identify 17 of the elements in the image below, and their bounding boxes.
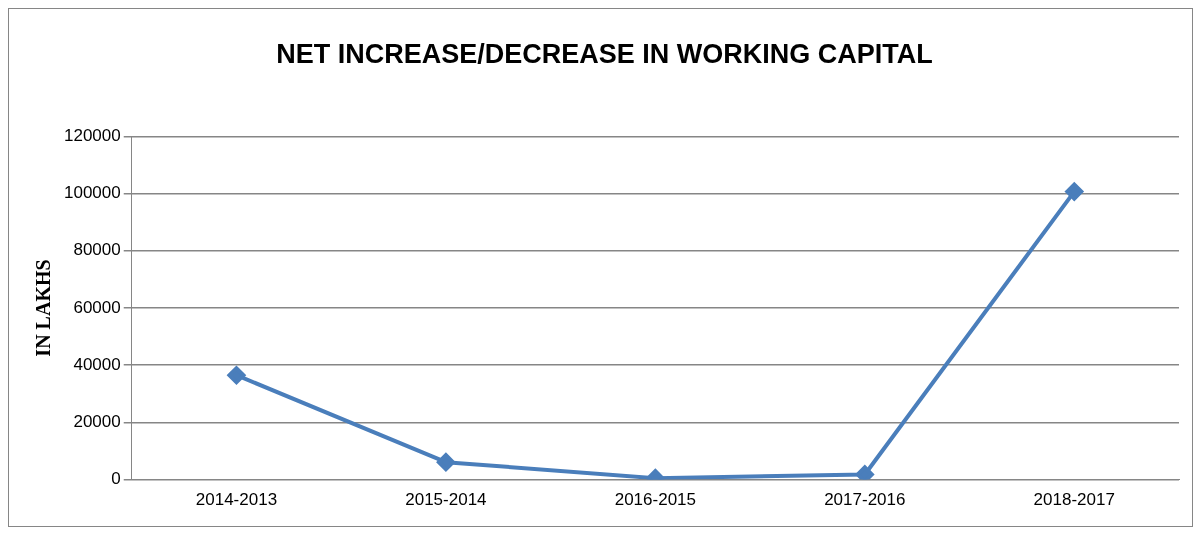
y-tick-label: 40000 — [73, 354, 121, 374]
x-tick-label: 2014-2013 — [195, 490, 278, 510]
x-tick-label: 2017-2016 — [824, 490, 906, 510]
point — [855, 465, 874, 480]
x-tick-label: 2018-2017 — [1033, 490, 1115, 510]
y-tick-label: 0 — [111, 469, 121, 489]
y-axis-title: IN LAKHS — [32, 259, 55, 357]
y-tick-label: 60000 — [73, 297, 121, 317]
y-tick-label: 100000 — [63, 183, 121, 203]
x-tick-label: 2015-2014 — [405, 490, 487, 510]
point — [1065, 182, 1084, 201]
y-tick-label: 120000 — [63, 126, 121, 146]
chart-title: NET INCREASE/DECREASE IN WORKING CAPITAL — [276, 38, 933, 69]
y-tick-label: 20000 — [73, 412, 121, 432]
y-tick-label: 80000 — [73, 240, 121, 260]
point — [227, 366, 246, 385]
x-tick-label: 2016-2015 — [614, 490, 697, 510]
